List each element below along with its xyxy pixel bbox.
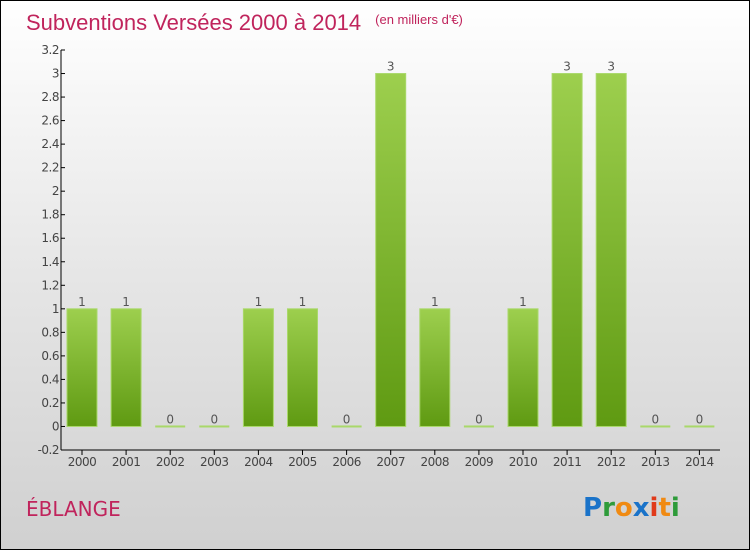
x-tick-label: 2000	[68, 455, 97, 469]
y-tick-label: 0.4	[41, 372, 59, 386]
y-tick-label: 2.4	[41, 137, 59, 151]
data-label: 1	[299, 295, 307, 309]
y-tick-label: 2.8	[41, 90, 59, 104]
x-tick-label: 2003	[200, 455, 229, 469]
y-tick-label: 2.2	[41, 161, 59, 175]
bar	[507, 308, 539, 427]
bar	[110, 308, 142, 427]
data-label: 0	[210, 412, 218, 426]
x-tick-label: 2011	[553, 455, 582, 469]
y-tick-label: 2	[52, 184, 59, 198]
y-tick-label: 1.4	[41, 255, 59, 269]
bar	[375, 73, 407, 427]
data-label: 3	[387, 60, 395, 74]
x-tick-label: 2005	[288, 455, 317, 469]
y-tick-label: 1.6	[41, 231, 59, 245]
y-tick-label: 1.2	[41, 278, 59, 292]
x-tick-label: 2012	[597, 455, 626, 469]
y-tick-label: -0.2	[38, 443, 59, 457]
x-tick-label: 2013	[641, 455, 670, 469]
bar	[684, 425, 715, 428]
bar	[242, 308, 274, 427]
y-tick-label: 0	[52, 419, 59, 433]
bar	[66, 308, 98, 427]
y-tick-label: 1.8	[41, 208, 59, 222]
data-label: 3	[607, 60, 615, 74]
y-tick-label: 3	[52, 67, 59, 81]
proxiti-logo: Proxiti	[583, 493, 680, 523]
bar	[640, 425, 671, 428]
x-tick-label: 2014	[685, 455, 714, 469]
data-label: 0	[696, 412, 704, 426]
x-tick-label: 2010	[509, 455, 538, 469]
y-tick-label: 2.6	[41, 114, 59, 128]
bar	[199, 425, 230, 428]
bar	[551, 73, 583, 427]
bar	[331, 425, 362, 428]
x-tick-label: 2006	[332, 455, 361, 469]
x-tick-label: 2001	[112, 455, 141, 469]
y-tick-label: 0.2	[41, 396, 59, 410]
x-tick-label: 2008	[421, 455, 450, 469]
chart-subtitle: (en milliers d'€)	[375, 12, 463, 27]
data-label: 0	[343, 412, 351, 426]
bar	[595, 73, 627, 427]
data-label: 0	[166, 412, 174, 426]
data-label: 1	[78, 295, 86, 309]
x-tick-label: 2004	[244, 455, 273, 469]
commune-name: ÉBLANGE	[26, 497, 121, 521]
bar	[419, 308, 451, 427]
data-label: 1	[122, 295, 130, 309]
data-label: 1	[519, 295, 527, 309]
bar	[463, 425, 494, 428]
x-tick-label: 2007	[376, 455, 405, 469]
x-tick-label: 2009	[465, 455, 494, 469]
data-label: 3	[563, 60, 571, 74]
data-label: 1	[431, 295, 439, 309]
y-tick-label: 1	[52, 302, 59, 316]
chart-title: Subventions Versées 2000 à 2014	[26, 10, 361, 35]
data-label: 1	[255, 295, 263, 309]
bar	[155, 425, 186, 428]
data-label: 0	[651, 412, 659, 426]
y-tick-label: 0.8	[41, 325, 59, 339]
bar	[287, 308, 318, 427]
data-label: 0	[475, 412, 483, 426]
y-tick-label: 0.6	[41, 349, 59, 363]
x-tick-label: 2002	[156, 455, 185, 469]
y-tick-label: 3.2	[41, 43, 59, 57]
